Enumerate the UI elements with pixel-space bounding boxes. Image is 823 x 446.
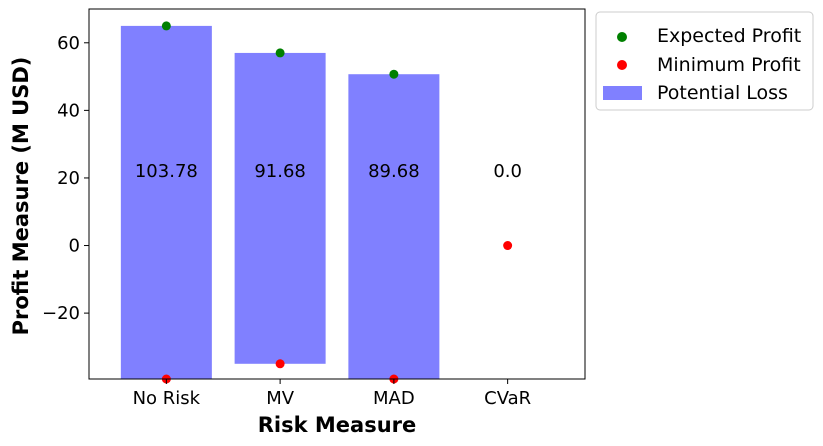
y-tick-label: 60 [57, 33, 80, 54]
bar-value-label-cvar: 0.0 [493, 161, 522, 182]
points-layer [161, 21, 513, 384]
x-axis: No Risk MV MAD CVaR [133, 379, 531, 409]
point-expected-profit-mv [275, 48, 285, 58]
x-tick-label-mad: MAD [373, 388, 415, 409]
x-tick-label-cvar: CVaR [484, 388, 531, 409]
y-axis: −20 0 20 40 60 [42, 33, 89, 324]
point-expected-profit-no-risk [161, 21, 171, 31]
x-axis-label: Risk Measure [258, 413, 417, 437]
legend-label-potential-loss: Potential Loss [657, 82, 788, 104]
x-tick-label-mv: MV [266, 388, 295, 409]
legend-marker-minimum-profit [617, 60, 627, 70]
y-tick-label: 0 [69, 236, 80, 257]
plot-area-frame [88, 8, 586, 380]
legend-frame [595, 11, 814, 111]
point-minimum-profit-cvar [503, 241, 513, 251]
legend-marker-expected-profit [617, 32, 627, 42]
y-tick-label: 20 [57, 168, 80, 189]
bar-value-label-mad: 89.68 [368, 161, 420, 182]
legend-swatch-potential-loss [603, 86, 642, 100]
bar-value-label-mv: 91.68 [254, 161, 306, 182]
bar-mv [234, 52, 326, 364]
bar-mad [348, 74, 440, 380]
y-tick-label: 40 [57, 100, 80, 121]
legend: Expected Profit Minimum Profit Potential… [595, 11, 814, 111]
point-expected-profit-mad [389, 69, 399, 79]
legend-label-expected-profit: Expected Profit [657, 25, 801, 47]
bar-value-label-no-risk: 103.78 [135, 161, 198, 182]
bar-no-risk [120, 25, 212, 379]
point-minimum-profit-mv [275, 359, 285, 369]
legend-label-minimum-profit: Minimum Profit [657, 54, 801, 76]
y-axis-label: Profit Measure (M USD) [9, 57, 33, 336]
y-tick-label: −20 [42, 303, 80, 324]
x-tick-label-no-risk: No Risk [133, 388, 201, 409]
bars-layer [120, 25, 440, 380]
bar-labels-layer: 103.78 91.68 89.68 0.0 [135, 161, 522, 182]
